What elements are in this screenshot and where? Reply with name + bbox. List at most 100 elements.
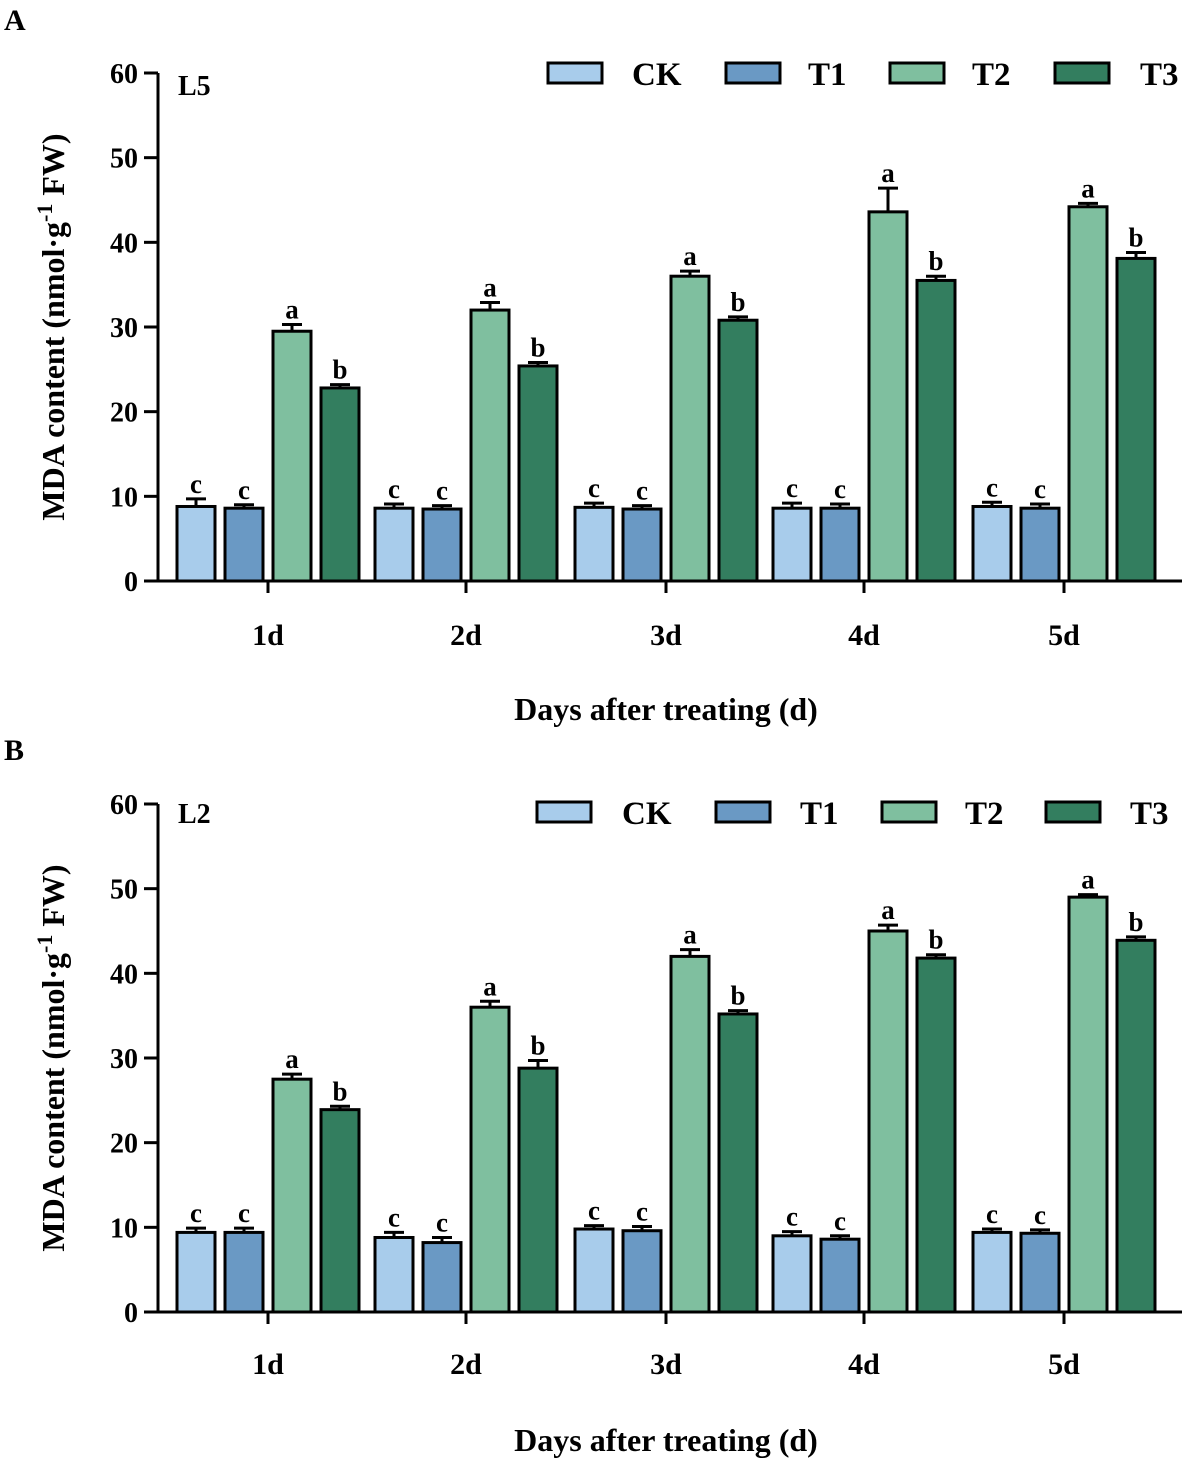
significance-letter: c [786, 1202, 798, 1232]
x-tick-label: 3d [650, 619, 682, 652]
significance-letter: a [285, 1044, 299, 1074]
bar-t1 [819, 1237, 861, 1314]
bar-t2 [1067, 895, 1109, 1314]
bar-t1 [421, 1241, 463, 1314]
significance-letter: c [588, 1196, 600, 1226]
y-tick-label: 10 [110, 482, 138, 513]
bar-ck [373, 1235, 415, 1314]
legend-swatch-t1 [714, 800, 772, 824]
y-tick-label: 30 [110, 1044, 138, 1075]
legend-label-t1: T1 [808, 57, 847, 93]
bar-t2 [469, 308, 511, 583]
x-tick-label: 5d [1048, 1348, 1080, 1381]
significance-letter: a [1081, 173, 1095, 203]
bar-t3 [915, 278, 957, 583]
significance-letter: c [238, 475, 250, 505]
bar-t1 [1019, 1231, 1061, 1314]
legend-label-t3: T3 [1130, 796, 1169, 832]
x-tick-label: 2d [450, 619, 482, 652]
bar-ck [771, 506, 813, 583]
legend-swatch-t2 [888, 61, 946, 85]
y-tick-label: 0 [124, 1298, 138, 1329]
bar-t3 [319, 1108, 361, 1314]
significance-letter: b [530, 333, 545, 363]
y-tick-label: 60 [110, 790, 138, 821]
significance-letter: b [332, 1076, 347, 1106]
legend-label-t2: T2 [972, 57, 1011, 93]
y-axis-title-superscript: -1 [32, 935, 57, 953]
x-tick-label: 1d [252, 619, 284, 652]
x-tick-label: 4d [848, 619, 880, 652]
legend-label-t3: T3 [1140, 57, 1179, 93]
bar-t1 [621, 1229, 663, 1314]
y-tick-label: 0 [124, 567, 138, 598]
significance-letter: c [986, 1199, 998, 1229]
y-tick-label: 30 [110, 313, 138, 344]
significance-letter: a [881, 895, 895, 925]
significance-letter: b [928, 925, 943, 955]
significance-letter: a [483, 272, 497, 302]
significance-letter: b [730, 287, 745, 317]
chart-panel-b: B L2 0 10 20 30 40 50 60 1d 2d 3d 4d 5d c c c c c c c c c c a a a a… [4, 734, 1182, 1458]
bar-t2 [271, 1077, 313, 1314]
bar-t1 [223, 506, 265, 583]
significance-letter: c [436, 476, 448, 506]
bar-t2 [469, 1005, 511, 1314]
significance-letter: a [683, 241, 697, 271]
legend-swatch-t2 [880, 800, 938, 824]
chart-panel-a: A L5 0 10 20 30 40 50 60 1d 2d 3d 4d 5d c c c c c c c c c c a a a a… [4, 4, 1182, 727]
bar-ck [573, 505, 615, 583]
significance-letter: b [928, 246, 943, 276]
y-axis-title-tail: FW) [35, 133, 71, 203]
y-axis-title-main: MDA content (nmol·g [35, 953, 71, 1252]
y-axis-title: MDA content (nmol·g-1 FW) [32, 133, 71, 520]
significance-letter: c [636, 476, 648, 506]
bar-t2 [867, 929, 909, 1314]
significance-letter: c [436, 1207, 448, 1237]
significance-letter: c [588, 473, 600, 503]
bar-t1 [223, 1230, 265, 1314]
y-tick-label: 20 [110, 1129, 138, 1160]
significance-letter: c [1034, 474, 1046, 504]
significance-letter: c [388, 474, 400, 504]
bar-t2 [669, 274, 711, 583]
panel-label: B [4, 734, 24, 767]
bar-t2 [1067, 205, 1109, 583]
y-tick-label: 20 [110, 398, 138, 429]
significance-letter: a [1081, 865, 1095, 895]
bar-ck [175, 1230, 217, 1314]
panel-tag: L2 [178, 799, 211, 830]
y-axis-title-superscript: -1 [32, 204, 57, 222]
y-tick-label: 60 [110, 59, 138, 90]
bar-t3 [915, 956, 957, 1314]
y-tick-label: 40 [110, 959, 138, 990]
panel-label: A [4, 4, 26, 37]
panel-tag: L5 [178, 71, 211, 102]
x-tick-label: 3d [650, 1348, 682, 1381]
bar-t3 [717, 1012, 759, 1314]
x-tick-label: 1d [252, 1348, 284, 1381]
significance-letter: c [636, 1196, 648, 1226]
x-axis-title: Days after treating (d) [514, 691, 818, 727]
significance-letter: c [388, 1202, 400, 1232]
legend-swatch-t3 [1044, 800, 1102, 824]
legend-label-t1: T1 [800, 796, 839, 832]
y-tick-label: 50 [110, 144, 138, 175]
bar-ck [175, 504, 217, 583]
legend-swatch-ck [535, 800, 593, 824]
bar-t3 [1115, 256, 1157, 583]
bar-t1 [621, 507, 663, 583]
x-tick-label: 5d [1048, 619, 1080, 652]
y-tick-label: 40 [110, 228, 138, 259]
bar-t1 [819, 506, 861, 583]
significance-letter: b [530, 1031, 545, 1061]
significance-letter: c [986, 472, 998, 502]
significance-letter: b [332, 355, 347, 385]
significance-letter: b [1128, 222, 1143, 252]
y-axis-title-tail: FW) [35, 864, 71, 934]
y-tick-label: 10 [110, 1213, 138, 1244]
bar-t3 [517, 364, 559, 583]
bar-ck [373, 506, 415, 583]
significance-letter: c [238, 1198, 250, 1228]
significance-letter: c [834, 1206, 846, 1236]
